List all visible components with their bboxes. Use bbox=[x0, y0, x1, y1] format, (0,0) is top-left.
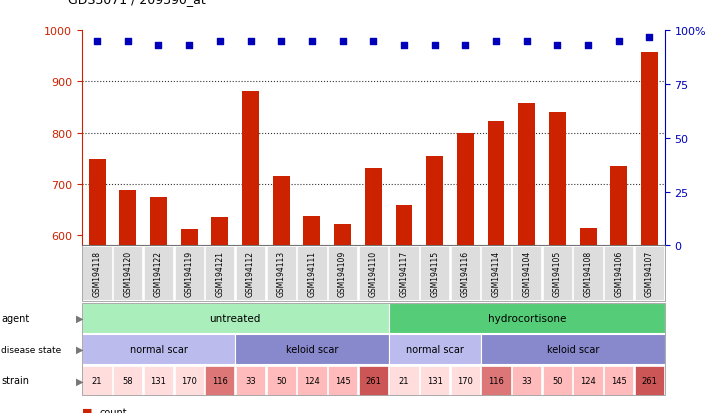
Text: GSM194104: GSM194104 bbox=[522, 251, 531, 297]
Text: 131: 131 bbox=[427, 376, 442, 385]
Bar bbox=[181, 229, 198, 246]
Point bbox=[613, 38, 624, 45]
Text: GSM194108: GSM194108 bbox=[584, 251, 592, 297]
Text: 21: 21 bbox=[92, 376, 102, 385]
Text: GSM194112: GSM194112 bbox=[246, 251, 255, 297]
Text: GSM194116: GSM194116 bbox=[461, 251, 470, 297]
Text: GSM194117: GSM194117 bbox=[400, 251, 408, 297]
Point bbox=[276, 38, 287, 45]
Bar bbox=[426, 157, 443, 246]
Text: 261: 261 bbox=[641, 376, 658, 385]
Text: 170: 170 bbox=[181, 376, 197, 385]
Text: GSM194106: GSM194106 bbox=[614, 251, 624, 297]
Text: GSM194119: GSM194119 bbox=[185, 251, 193, 297]
Point bbox=[337, 38, 348, 45]
Point bbox=[92, 38, 103, 45]
Bar bbox=[89, 160, 105, 246]
Point bbox=[306, 38, 318, 45]
Text: GSM194105: GSM194105 bbox=[553, 251, 562, 297]
Point bbox=[398, 43, 410, 49]
Text: GSM194110: GSM194110 bbox=[369, 251, 378, 297]
Bar bbox=[518, 104, 535, 246]
Point bbox=[459, 43, 471, 49]
Point bbox=[183, 43, 195, 49]
Text: GSM194115: GSM194115 bbox=[430, 251, 439, 297]
Text: 145: 145 bbox=[335, 376, 351, 385]
Text: GSM194121: GSM194121 bbox=[215, 251, 225, 297]
Point bbox=[122, 38, 134, 45]
Text: 58: 58 bbox=[122, 376, 133, 385]
Text: 170: 170 bbox=[457, 376, 474, 385]
Bar bbox=[242, 91, 259, 246]
Bar bbox=[119, 190, 137, 246]
Point bbox=[429, 43, 440, 49]
Text: GSM194122: GSM194122 bbox=[154, 251, 163, 297]
Text: 124: 124 bbox=[580, 376, 596, 385]
Text: untreated: untreated bbox=[210, 313, 261, 323]
Text: GSM194118: GSM194118 bbox=[92, 251, 102, 297]
Point bbox=[245, 38, 256, 45]
Text: 50: 50 bbox=[276, 376, 287, 385]
Text: 33: 33 bbox=[245, 376, 256, 385]
Bar bbox=[457, 133, 474, 246]
Text: GSM194114: GSM194114 bbox=[491, 251, 501, 297]
Text: 116: 116 bbox=[488, 376, 504, 385]
Bar bbox=[395, 205, 412, 246]
Text: ■: ■ bbox=[82, 407, 92, 413]
Text: GSM194107: GSM194107 bbox=[645, 251, 654, 297]
Text: 124: 124 bbox=[304, 376, 320, 385]
Bar bbox=[579, 228, 597, 246]
Text: ▶: ▶ bbox=[76, 375, 84, 385]
Bar bbox=[334, 224, 351, 246]
Bar bbox=[273, 176, 289, 246]
Text: GSM194120: GSM194120 bbox=[123, 251, 132, 297]
Bar bbox=[549, 113, 566, 246]
Point bbox=[214, 38, 225, 45]
Text: GSM194111: GSM194111 bbox=[307, 251, 316, 297]
Bar bbox=[610, 166, 627, 246]
Text: normal scar: normal scar bbox=[406, 344, 464, 354]
Text: keloid scar: keloid scar bbox=[547, 344, 599, 354]
Bar bbox=[641, 53, 658, 246]
Point bbox=[582, 43, 594, 49]
Text: GSM194113: GSM194113 bbox=[277, 251, 286, 297]
Text: 261: 261 bbox=[365, 376, 381, 385]
Text: 131: 131 bbox=[151, 376, 166, 385]
Point bbox=[643, 34, 655, 41]
Text: GDS3071 / 209390_at: GDS3071 / 209390_at bbox=[68, 0, 205, 6]
Point bbox=[368, 38, 379, 45]
Text: agent: agent bbox=[1, 313, 30, 323]
Text: 50: 50 bbox=[552, 376, 562, 385]
Bar bbox=[304, 216, 321, 246]
Text: 21: 21 bbox=[399, 376, 410, 385]
Text: hydrocortisone: hydrocortisone bbox=[488, 313, 566, 323]
Text: disease state: disease state bbox=[1, 345, 62, 354]
Text: ▶: ▶ bbox=[76, 344, 84, 354]
Text: strain: strain bbox=[1, 375, 29, 385]
Text: keloid scar: keloid scar bbox=[286, 344, 338, 354]
Text: 116: 116 bbox=[212, 376, 228, 385]
Text: 33: 33 bbox=[521, 376, 532, 385]
Text: ▶: ▶ bbox=[76, 313, 84, 323]
Point bbox=[552, 43, 563, 49]
Text: count: count bbox=[100, 407, 127, 413]
Point bbox=[153, 43, 164, 49]
Bar bbox=[150, 197, 167, 246]
Text: GSM194109: GSM194109 bbox=[338, 251, 347, 297]
Bar bbox=[488, 122, 505, 246]
Bar bbox=[211, 218, 228, 246]
Text: 145: 145 bbox=[611, 376, 626, 385]
Point bbox=[521, 38, 533, 45]
Bar bbox=[365, 169, 382, 246]
Text: normal scar: normal scar bbox=[129, 344, 188, 354]
Point bbox=[491, 38, 502, 45]
